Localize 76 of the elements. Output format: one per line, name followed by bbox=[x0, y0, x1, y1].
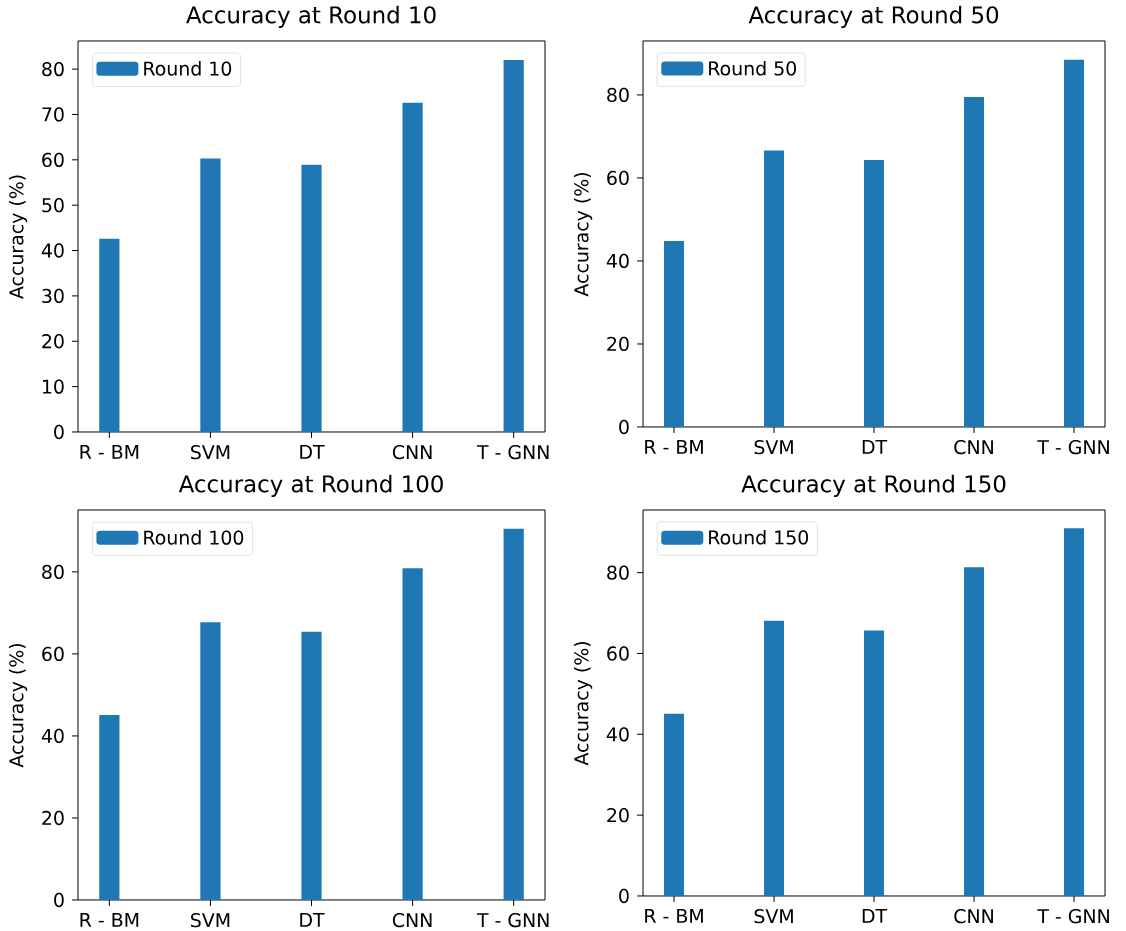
x-tick-label: DT bbox=[862, 439, 888, 454]
y-tick-label: 20 bbox=[607, 336, 629, 352]
x-tick-label: SVM bbox=[191, 445, 230, 460]
chart-title: Accuracy at Round 10 bbox=[186, 5, 436, 28]
x-tick-label: SVM bbox=[754, 439, 793, 455]
legend-label: Round 150 bbox=[709, 529, 809, 545]
x-tick-label: SVM bbox=[754, 909, 793, 924]
y-tick-label: 80 bbox=[607, 565, 629, 580]
x-tick-label: T - GNN bbox=[1037, 439, 1109, 455]
bar bbox=[764, 620, 785, 896]
y-axis-title: Accuracy (%) bbox=[8, 644, 28, 768]
bar bbox=[864, 630, 885, 896]
y-tick-label: 40 bbox=[41, 728, 64, 744]
chart-title: Accuracy at Round 100 bbox=[178, 474, 443, 497]
y-tick-label: 80 bbox=[607, 87, 629, 103]
y-tick-label: 0 bbox=[54, 892, 64, 908]
bar bbox=[301, 631, 322, 900]
x-tick-label: DT bbox=[862, 909, 888, 923]
y-tick-label: 80 bbox=[42, 564, 64, 580]
x-tick-label: T - GNN bbox=[1037, 909, 1109, 924]
y-tick-label: 40 bbox=[41, 243, 64, 258]
y-tick-label: 40 bbox=[606, 727, 629, 742]
x-tick-label: R - BM bbox=[645, 909, 703, 923]
y-tick-label: 10 bbox=[42, 379, 64, 394]
bar bbox=[99, 715, 120, 900]
x-tick-label: R - BM bbox=[80, 445, 139, 459]
bar bbox=[503, 60, 524, 432]
x-tick-label: CNN bbox=[392, 913, 432, 928]
bar bbox=[503, 528, 524, 900]
y-tick-label: 20 bbox=[607, 807, 629, 823]
y-tick-label: 80 bbox=[42, 61, 64, 77]
y-axis-title: Accuracy (%) bbox=[573, 173, 593, 297]
y-tick-label: 30 bbox=[42, 288, 64, 304]
legend-label: Round 100 bbox=[144, 530, 244, 545]
x-tick-label: R - BM bbox=[645, 439, 703, 454]
x-tick-label: T - GNN bbox=[476, 445, 549, 460]
bar bbox=[301, 164, 322, 432]
bar bbox=[664, 241, 685, 427]
x-tick-label: CNN bbox=[392, 445, 432, 460]
bar bbox=[1064, 59, 1085, 427]
y-tick-label: 60 bbox=[607, 646, 629, 661]
x-tick-label: SVM bbox=[191, 913, 230, 928]
legend-label: Round 50 bbox=[709, 60, 796, 76]
x-tick-label: CNN bbox=[954, 439, 993, 455]
y-tick-label: 20 bbox=[42, 810, 64, 826]
y-tick-label: 70 bbox=[42, 107, 64, 122]
chart-title: Accuracy at Round 150 bbox=[741, 474, 1006, 497]
y-tick-label: 40 bbox=[606, 253, 629, 269]
bar bbox=[200, 158, 221, 432]
bar bbox=[964, 97, 985, 427]
y-axis-title: Accuracy (%) bbox=[573, 642, 593, 766]
x-tick-label: DT bbox=[300, 913, 325, 927]
bar bbox=[1064, 528, 1085, 896]
bar bbox=[99, 238, 120, 432]
bar bbox=[402, 568, 423, 900]
chart-title: Accuracy at Round 50 bbox=[748, 5, 999, 28]
y-axis-title: Accuracy (%) bbox=[8, 175, 28, 299]
x-tick-label: T - GNN bbox=[476, 913, 549, 928]
y-tick-label: 0 bbox=[619, 888, 629, 904]
bar bbox=[402, 102, 423, 432]
bar bbox=[664, 713, 685, 896]
y-tick-label: 0 bbox=[619, 419, 629, 435]
y-tick-label: 0 bbox=[54, 424, 64, 440]
bar bbox=[964, 567, 985, 896]
y-tick-label: 20 bbox=[42, 334, 64, 349]
bar bbox=[864, 160, 885, 427]
y-tick-label: 60 bbox=[42, 152, 64, 167]
bar bbox=[764, 150, 785, 427]
bar bbox=[200, 622, 221, 900]
y-tick-label: 60 bbox=[42, 646, 64, 662]
x-tick-label: DT bbox=[300, 445, 325, 459]
y-tick-label: 50 bbox=[42, 198, 64, 213]
y-tick-label: 60 bbox=[607, 170, 629, 186]
legend-label: Round 10 bbox=[144, 61, 232, 76]
x-tick-label: R - BM bbox=[80, 913, 139, 927]
x-tick-label: CNN bbox=[954, 909, 993, 924]
